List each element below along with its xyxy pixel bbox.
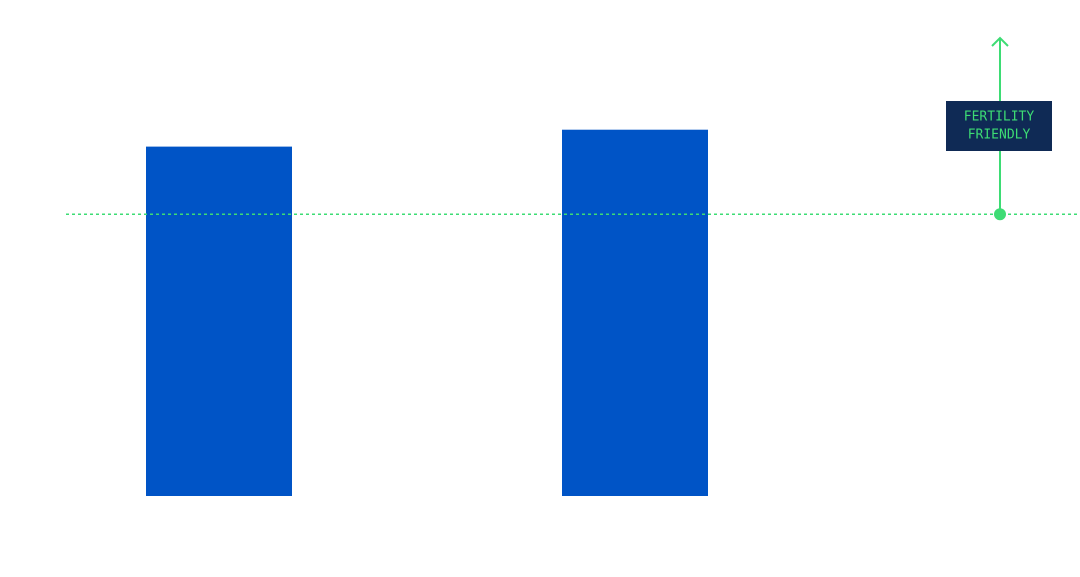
annotation-box [946,101,1052,151]
bar [562,129,708,497]
threshold-dot [994,208,1006,221]
annotation-label: FRIENDLY [968,128,1031,143]
annotation-label: FERTILITY [964,110,1035,125]
bar [146,146,292,497]
arrow-head [991,36,1009,47]
